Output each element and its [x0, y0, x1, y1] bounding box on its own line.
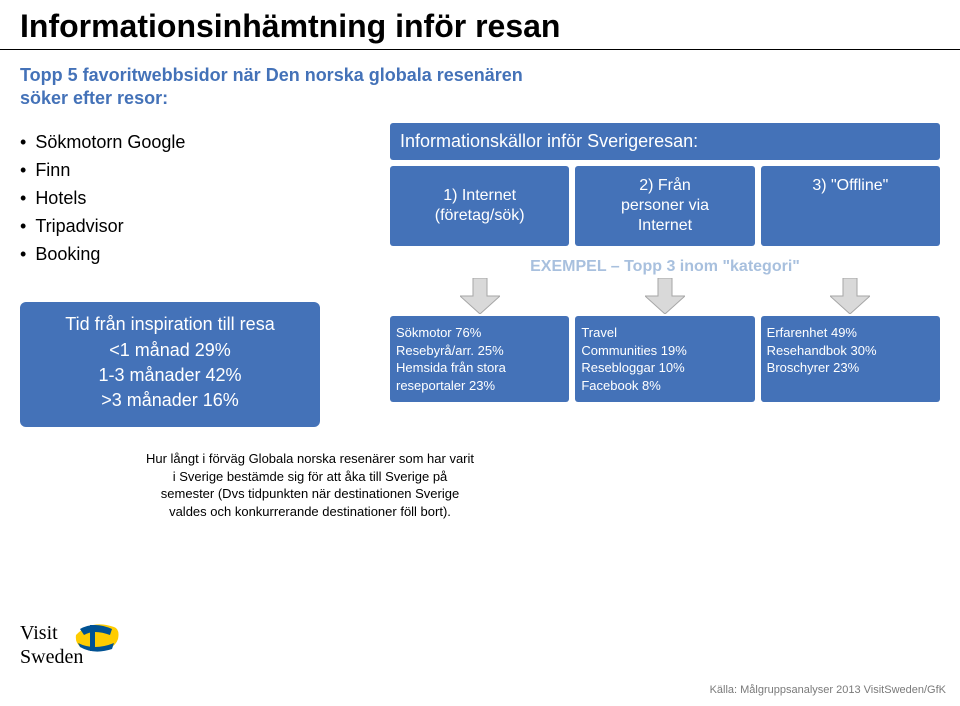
down-arrow-icon: [390, 278, 569, 314]
source-box-line: personer via: [621, 196, 709, 216]
detail-line: Broschyrer 23%: [767, 359, 934, 377]
bullet-item: Sökmotorn Google: [20, 129, 380, 157]
content-area: Sökmotorn Google Finn Hotels Tripadvisor…: [0, 109, 960, 427]
time-box-line: 1-3 månader 42%: [32, 363, 308, 388]
detail-line: reseportaler 23%: [396, 377, 563, 395]
time-box: Tid från inspiration till resa <1 månad …: [20, 302, 320, 427]
source-box-people: 2) Från personer via Internet: [575, 166, 754, 246]
detail-line: Resebyrå/arr. 25%: [396, 342, 563, 360]
detail-box-offline: Erfarenhet 49% Resehandbok 30% Broschyre…: [761, 316, 940, 402]
subtitle-line2: söker efter resor:: [20, 87, 940, 110]
left-column: Sökmotorn Google Finn Hotels Tripadvisor…: [20, 123, 380, 427]
detail-line: Travel: [581, 324, 748, 342]
page-title: Informationsinhämtning inför resan: [0, 0, 960, 50]
detail-line: Resebloggar 10%: [581, 359, 748, 377]
detail-line: Communities 19%: [581, 342, 748, 360]
source-box-line: Internet: [621, 216, 709, 236]
detail-box-people: Travel Communities 19% Resebloggar 10% F…: [575, 316, 754, 402]
bullet-item: Finn: [20, 157, 380, 185]
bullet-list: Sökmotorn Google Finn Hotels Tripadvisor…: [20, 129, 380, 268]
subtitle: Topp 5 favoritwebbsidor när Den norska g…: [0, 60, 960, 109]
bullet-item: Hotels: [20, 185, 380, 213]
logo-text-visit: Visit: [20, 622, 58, 644]
time-box-line: >3 månader 16%: [32, 388, 308, 413]
detail-line: Hemsida från stora: [396, 359, 563, 377]
source-box-offline: 3) "Offline": [761, 166, 940, 246]
visitsweden-logo: Visit Sweden: [20, 621, 140, 686]
footnote-line: valdes och konkurrerande destinationer f…: [110, 503, 510, 521]
source-attribution: Källa: Målgruppsanalyser 2013 VisitSwede…: [710, 684, 946, 696]
detail-line: Sökmotor 76%: [396, 324, 563, 342]
footnote-line: i Sverige bestämde sig för att åka till …: [110, 468, 510, 486]
right-column: Informationskällor inför Sverigeresan: 1…: [380, 123, 940, 427]
top-boxes-row: 1) Internet (företag/sök) 2) Från person…: [390, 166, 940, 246]
source-box-line: 3) "Offline": [812, 176, 888, 196]
bottom-boxes-row: Sökmotor 76% Resebyrå/arr. 25% Hemsida f…: [390, 316, 940, 402]
logo-text-sweden: Sweden: [20, 646, 83, 668]
detail-line: Resehandbok 30%: [767, 342, 934, 360]
detail-line: Facebook 8%: [581, 377, 748, 395]
arrows-row: [390, 278, 940, 314]
time-box-line: Tid från inspiration till resa: [32, 312, 308, 337]
bullet-item: Tripadvisor: [20, 213, 380, 241]
info-sources-header: Informationskällor inför Sverigeresan:: [390, 123, 940, 160]
source-box-internet: 1) Internet (företag/sök): [390, 166, 569, 246]
detail-line: Erfarenhet 49%: [767, 324, 934, 342]
detail-box-internet: Sökmotor 76% Resebyrå/arr. 25% Hemsida f…: [390, 316, 569, 402]
bullet-item: Booking: [20, 241, 380, 269]
source-box-line: 2) Från: [621, 176, 709, 196]
time-box-line: <1 månad 29%: [32, 338, 308, 363]
footnote-line: semester (Dvs tidpunkten när destination…: [110, 485, 510, 503]
down-arrow-icon: [761, 278, 940, 314]
source-box-line: (företag/sök): [435, 206, 525, 226]
subtitle-line1: Topp 5 favoritwebbsidor när Den norska g…: [20, 64, 940, 87]
example-label: EXEMPEL – Topp 3 inom "kategori": [390, 258, 940, 276]
footnote: Hur långt i förväg Globala norska resenä…: [110, 450, 510, 520]
footnote-line: Hur långt i förväg Globala norska resenä…: [110, 450, 510, 468]
source-box-line: 1) Internet: [435, 186, 525, 206]
down-arrow-icon: [575, 278, 754, 314]
